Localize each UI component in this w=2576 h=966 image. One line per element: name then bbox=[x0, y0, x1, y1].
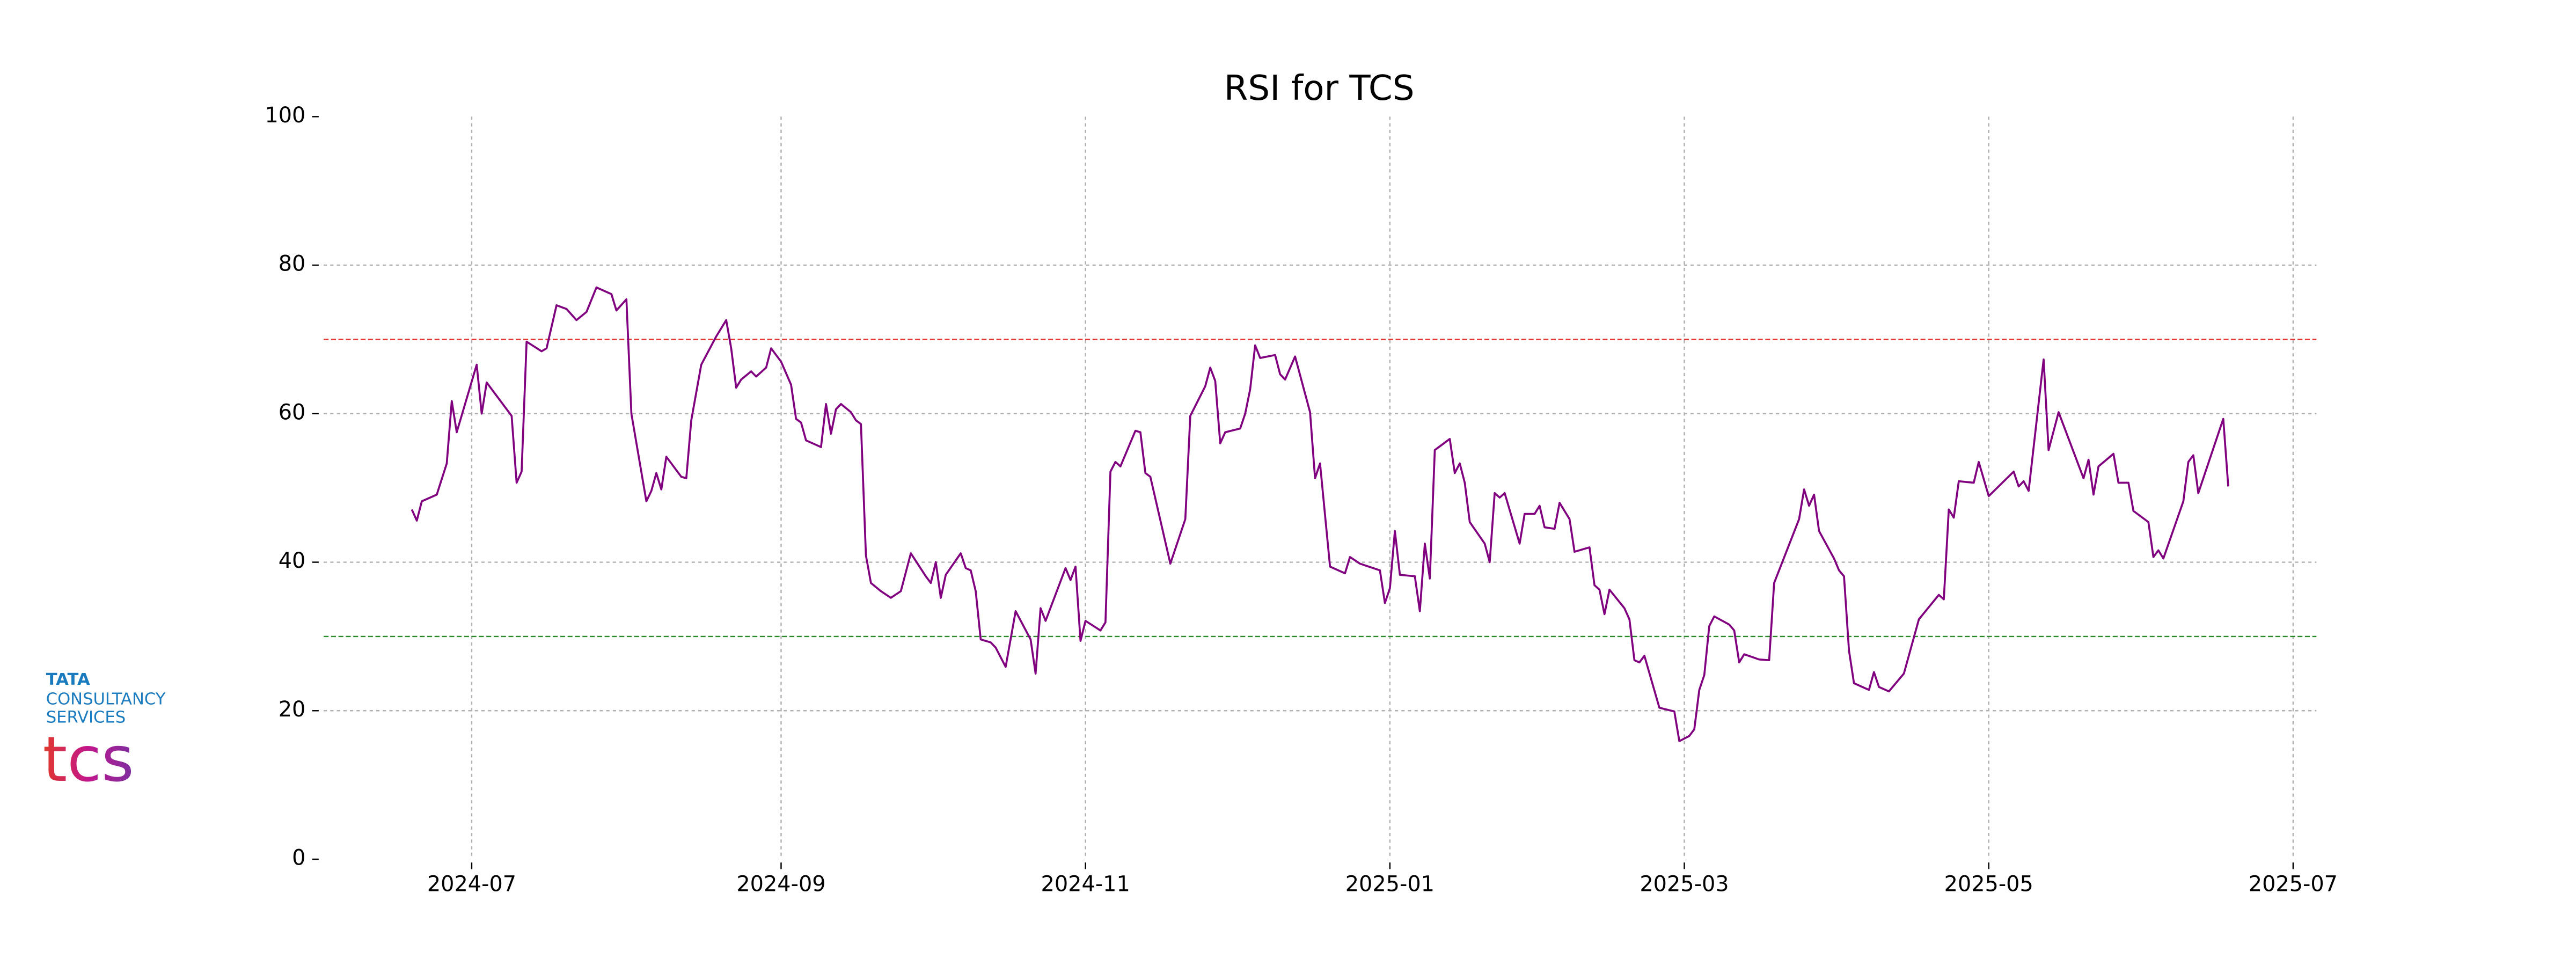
x-tick-label: 2025-01 bbox=[1345, 872, 1435, 897]
logo: TATA CONSULTANCY SERVICES tcs bbox=[43, 670, 166, 796]
y-tick-label: 80 bbox=[279, 252, 306, 276]
logo-text: CONSULTANCY bbox=[46, 690, 166, 709]
logo-text: SERVICES bbox=[46, 708, 126, 727]
x-tick-label: 2025-05 bbox=[1944, 872, 2033, 897]
x-tick-label: 2024-07 bbox=[427, 872, 516, 897]
logo-text: TATA bbox=[46, 670, 90, 689]
x-tick-label: 2024-11 bbox=[1041, 872, 1130, 897]
x-tick-label: 2025-07 bbox=[2249, 872, 2338, 897]
y-tick-label: 60 bbox=[279, 400, 306, 425]
y-tick-label: 20 bbox=[279, 697, 306, 722]
rsi-line bbox=[411, 286, 2229, 742]
y-tick-label: 100 bbox=[265, 103, 305, 128]
x-tick-label: 2025-03 bbox=[1640, 872, 1729, 897]
logo-mark: tcs bbox=[43, 723, 134, 796]
chart-title: RSI for TCS bbox=[1224, 68, 1415, 108]
y-tick-label: 0 bbox=[292, 846, 305, 870]
y-tick-label: 40 bbox=[279, 548, 306, 573]
x-tick-label: 2024-09 bbox=[736, 872, 825, 897]
